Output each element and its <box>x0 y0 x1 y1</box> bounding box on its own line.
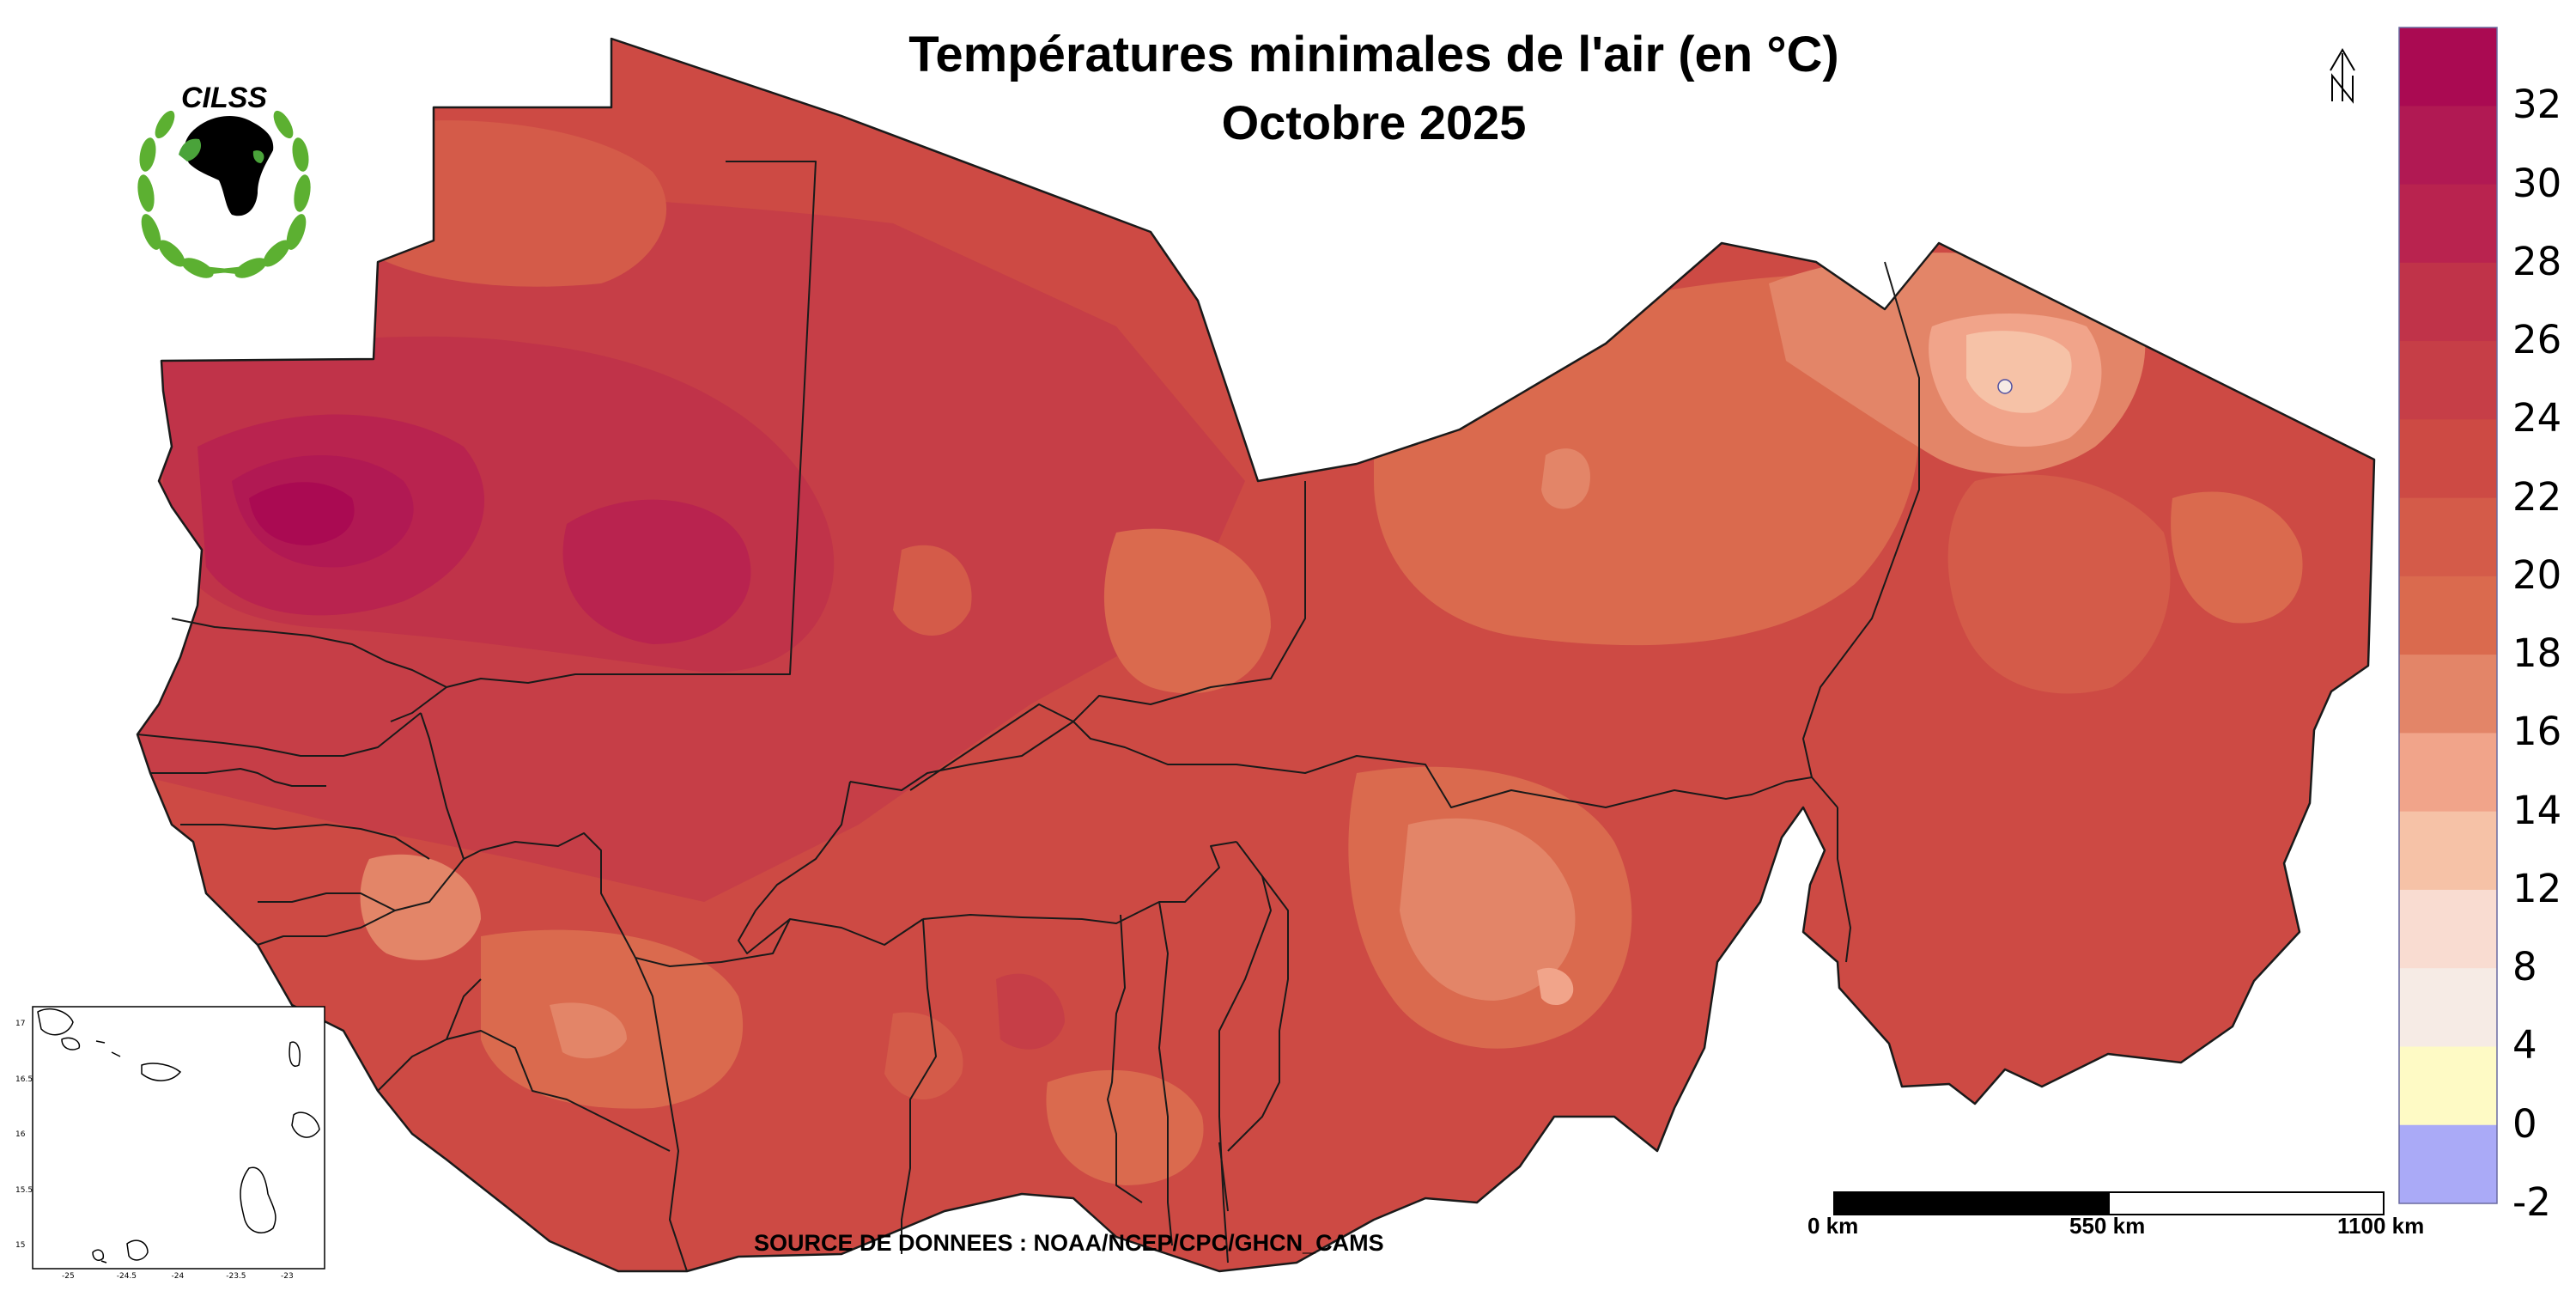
logo-text: CILSS <box>181 82 267 114</box>
legend-swatch <box>2399 262 2497 342</box>
country-borders <box>136 37 2376 1273</box>
inset-y-tick: 15.5 <box>15 1185 33 1195</box>
map-title: Températures minimales de l'air (en °C) <box>908 27 1839 82</box>
legend-label: 18 <box>2512 630 2562 677</box>
inset-x-tick: -24.5 <box>116 1272 137 1281</box>
inset-y-tick: 15 <box>15 1241 26 1250</box>
legend-label: 12 <box>2512 865 2562 911</box>
legend-swatch <box>2399 733 2497 813</box>
legend-label: 4 <box>2512 1022 2537 1069</box>
legend-label: 0 <box>2512 1100 2537 1147</box>
legend-label: 22 <box>2512 473 2562 520</box>
legend-swatch <box>2399 497 2497 577</box>
inset-y-tick: 16.5 <box>15 1075 33 1084</box>
scale-label-start: 0 km <box>1807 1213 1859 1239</box>
north-arrow-icon <box>2330 48 2355 104</box>
legend-label: 8 <box>2512 944 2537 990</box>
legend-swatch <box>2399 27 2497 107</box>
cilss-logo: CILSS <box>137 82 311 278</box>
legend-label: -2 <box>2512 1179 2551 1225</box>
legend-swatch <box>2399 811 2497 891</box>
legend-label: 16 <box>2512 709 2562 755</box>
legend-swatch <box>2399 341 2497 420</box>
inset-y-tick: 17 <box>15 1020 26 1028</box>
legend-label: 26 <box>2512 317 2562 363</box>
inset-x-tick: -25 <box>62 1272 75 1281</box>
inset-x-tick: -23 <box>281 1272 294 1281</box>
legend-swatch <box>2399 1124 2497 1204</box>
map-subtitle: Octobre 2025 <box>1221 95 1527 149</box>
legend-frame <box>2398 27 2498 1204</box>
legend-label: 20 <box>2512 551 2562 598</box>
inset-y-tick: 16 <box>15 1130 26 1139</box>
scale-label-end: 1100 km <box>2337 1213 2425 1239</box>
legend-swatch <box>2399 889 2497 969</box>
legend-swatch <box>2399 655 2497 734</box>
legend-color-ramp <box>2398 27 2498 1204</box>
legend-swatch <box>2399 106 2497 186</box>
legend-label: 28 <box>2512 238 2562 284</box>
legend-label: 14 <box>2512 787 2562 833</box>
inset-x-tick: -24 <box>171 1272 185 1281</box>
inset-x-tick: -23.5 <box>226 1272 246 1281</box>
scale-bar <box>1833 1191 2385 1215</box>
legend-swatch <box>2399 184 2497 264</box>
legend-swatch <box>2399 575 2497 655</box>
legend-swatch <box>2399 968 2497 1047</box>
scale-label-mid: 550 km <box>2069 1213 2146 1239</box>
legend-swatch <box>2399 1046 2497 1126</box>
legend-label: 32 <box>2512 82 2562 128</box>
legend-swatch <box>2399 419 2497 499</box>
temperature-field <box>137 39 2374 1271</box>
data-source: SOURCE DE DONNEES : NOAA/NCEP/CPC/GHCN_C… <box>754 1230 1384 1256</box>
legend-label: 30 <box>2512 160 2562 206</box>
legend-label: 24 <box>2512 395 2562 441</box>
inset-map <box>32 1006 325 1270</box>
